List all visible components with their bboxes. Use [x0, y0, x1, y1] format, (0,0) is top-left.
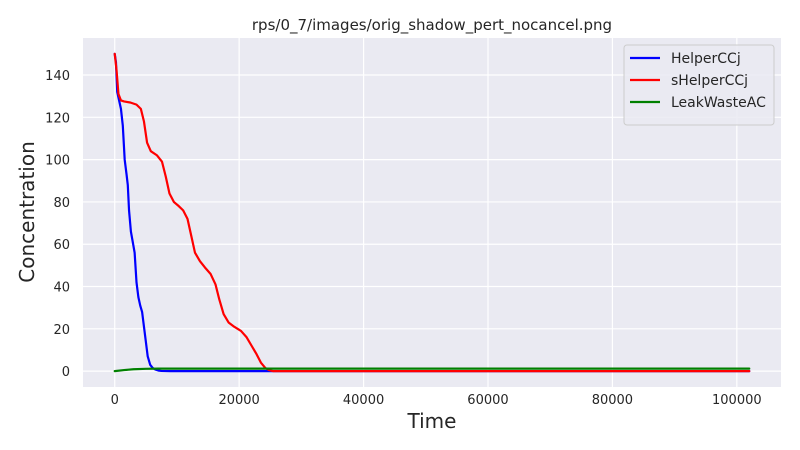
- series-line-sHelperCCj: [113, 52, 751, 373]
- x-tick-labels: 0 20000 40000 60000 80000 100000: [111, 393, 762, 408]
- legend-label: LeakWasteAC: [671, 95, 766, 111]
- series-line-HelperCCj: [113, 52, 751, 373]
- y-tick-label: 40: [53, 281, 70, 296]
- series-layer: [113, 52, 751, 373]
- y-tick-label: 0: [62, 365, 70, 380]
- chart-title: rps/0_7/images/orig_shadow_pert_nocancel…: [252, 16, 612, 35]
- y-tick-label: 140: [45, 69, 70, 84]
- x-tick-label: 0: [111, 393, 119, 408]
- x-tick-label: 100000: [712, 393, 762, 408]
- y-tick-label: 60: [53, 238, 70, 253]
- legend: HelperCCj sHelperCCj LeakWasteAC: [623, 44, 775, 126]
- legend-label: HelperCCj: [671, 51, 741, 67]
- y-tick-label: 100: [45, 154, 70, 169]
- y-tick-label: 20: [53, 323, 70, 338]
- y-tick-labels: 0 20 40 60 80 100 120 140: [45, 69, 70, 380]
- x-tick-label: 40000: [343, 393, 384, 408]
- series-line-LeakWasteAC: [113, 367, 751, 373]
- x-axis-label: Time: [407, 409, 457, 433]
- y-tick-label: 80: [53, 196, 70, 211]
- legend-label: sHelperCCj: [671, 73, 748, 89]
- legend-box: [623, 44, 775, 126]
- y-tick-label: 120: [45, 111, 70, 126]
- x-tick-label: 20000: [218, 393, 259, 408]
- x-tick-label: 80000: [592, 393, 633, 408]
- y-axis-label: Concentration: [15, 141, 39, 282]
- x-tick-label: 60000: [467, 393, 508, 408]
